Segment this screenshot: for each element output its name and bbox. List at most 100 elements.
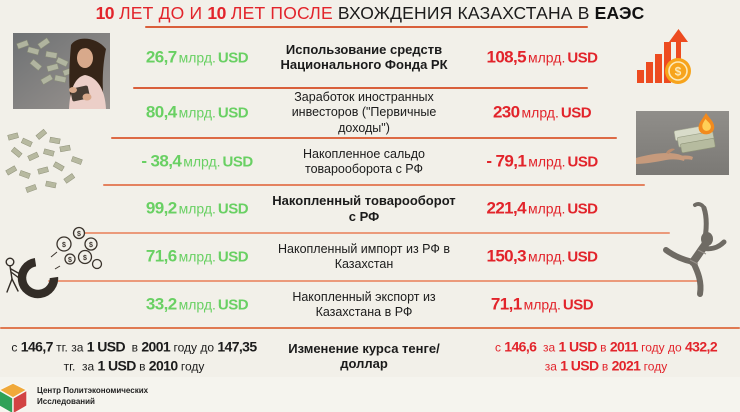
value-after-eaeu: - 79,1 млрд. USD [449,151,635,172]
text-segment: 146,6 [504,337,537,354]
text-segment: году до [170,339,218,354]
text-segment: 2021 [611,357,641,374]
before-unit: млрд. [178,248,216,265]
text-segment: 2010 [148,357,178,374]
text-segment: 10 [207,3,226,23]
divider-line [133,87,588,89]
text-segment: ЛЕТ ПОСЛЕ [225,3,338,23]
divider-line [111,137,617,139]
after-unit: млрд. [528,153,566,170]
org-name-line1: Центр Политэкономических [37,386,149,395]
before-currency: USD [217,200,249,218]
text-segment: ЕАЭС [594,3,645,23]
before-unit: млрд. [178,49,216,66]
value-after-eaeu: 230 млрд. USD [449,103,635,124]
infographic-title: 10 ЛЕТ ДО И 10 ЛЕТ ПОСЛЕ ВХОЖДЕНИЯ КАЗАХ… [0,3,740,24]
text-segment: 146,7 [20,337,54,354]
row-label: Изменение курса тенге/доллар [288,340,440,372]
after-number: 150,3 [486,246,527,266]
after-unit: млрд. [521,104,559,121]
text-segment: 2011 [609,337,639,354]
text-segment: 10 [95,3,115,23]
text-segment: году до [637,339,685,354]
flame-inner [702,119,711,131]
divider-line [48,280,698,282]
text-segment: в [596,339,610,354]
before-number: 71,6 [145,246,177,266]
after-unit: млрд. [528,49,566,66]
exchange-before: с 146,7 тг. за 1 USD в 2001 году до 147,… [2,337,266,376]
text-segment: за [536,339,559,354]
woman-hand [82,93,92,101]
svg-text:$: $ [89,242,93,249]
row-label: Использование средств Национального Фонд… [280,41,448,73]
text-segment: 1 USD [97,357,137,374]
org-logo [0,382,28,412]
text-segment: 1 USD [86,337,126,354]
before-number: 99,2 [145,198,177,218]
text-segment: году [177,359,205,374]
after-unit: млрд. [523,296,561,313]
row-label: Заработок иностранных инвесторов ("Перви… [291,90,437,135]
value-after-eaeu: 221,4 млрд. USD [449,199,635,220]
org-name: Центр Политэкономических Исследований [37,386,148,407]
value-before-eaeu: - 38,4 млрд. USD [116,151,278,172]
before-currency: USD [217,49,249,67]
divider-line [0,327,740,329]
bottom-band [0,377,740,412]
text-segment: тг. за [63,359,98,374]
woman-hand [69,87,77,93]
after-currency: USD [567,153,599,171]
text-segment: 1 USD [560,357,599,374]
after-currency: USD [567,200,598,218]
text-segment: за [544,359,561,374]
row-label: Накопленный экспорт из Казахстана в РФ [292,289,436,319]
text-segment: ЛЕТ ДО И [114,3,208,23]
svg-text:$: $ [68,257,72,264]
woman-face [77,48,93,68]
before-unit: млрд. [178,200,216,217]
row-national-fund: 26,7 млрд. USD Использование средств Нацио… [0,27,740,88]
after-number: 221,4 [486,198,527,218]
dollar-coin-icon: $ [665,58,691,84]
photo-burning-money [636,111,729,175]
up-arrow-icon [669,29,688,69]
after-number: - 79,1 [486,151,527,171]
logo-face-red [12,389,28,412]
row-label: Накопленное сальдо товарооборота с РФ [303,146,425,176]
text-segment: тг. за [52,339,87,354]
after-currency: USD [567,49,598,67]
photo-woman-money [13,33,110,109]
svg-text:$: $ [675,65,682,79]
magnet-pole [46,273,61,279]
after-currency: USD [562,296,594,314]
value-after-eaeu: 71,1 млрд. USD [449,294,635,315]
divider-line [145,26,588,28]
after-number: 230 [492,102,520,122]
falling-man-sketch [663,202,727,297]
woman-hair-fringe [75,45,104,53]
money-scatter-illustration [5,128,83,193]
row-exchange-rate: с 146,7 тг. за 1 USD в 2001 году до 147,… [0,328,740,385]
after-currency: USD [560,104,592,122]
after-unit: млрд. [528,248,566,265]
growth-chart-icon: $ [637,29,691,84]
after-unit: млрд. [528,200,566,217]
before-number: 80,4 [145,102,177,122]
text-segment: в [135,359,149,374]
row-exports-to-rf: 33,2 млрд. USD Накопленный экспорт из Каза… [0,281,740,328]
exchange-after: с 146,6 за 1 USD в 2011 году до 432,2 за… [476,337,736,376]
before-unit: млрд. [183,153,221,170]
dollar-coins [56,226,103,270]
before-currency: USD [217,248,249,266]
text-segment: 2001 [141,337,171,354]
value-before-eaeu: 80,4 млрд. USD [116,103,278,124]
text-segment: году [640,359,668,374]
motion-arrows [50,251,61,270]
before-currency: USD [222,153,254,171]
pointing-hand [636,148,693,164]
value-before-eaeu: 33,2 млрд. USD [116,294,278,315]
row-imports-from-rf: 71,6 млрд. USD Накопленный импорт из РФ в … [0,233,740,281]
text-segment: в [598,359,612,374]
